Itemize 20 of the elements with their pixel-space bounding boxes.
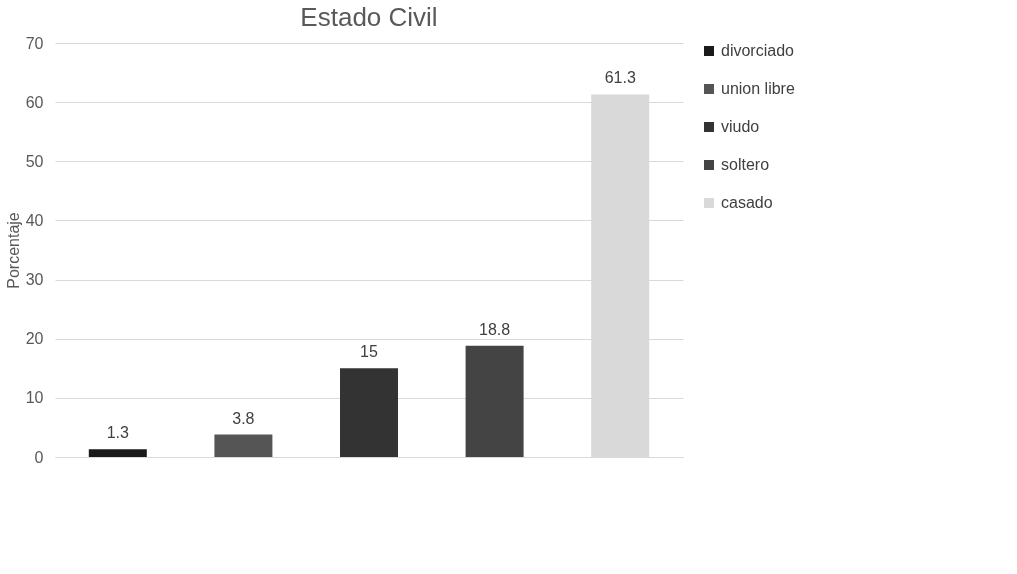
data-label: 61.3 <box>604 69 636 87</box>
data-label: 3.8 <box>232 409 255 427</box>
y-tick-label: 60 <box>25 93 44 111</box>
legend-label: union libre <box>721 80 795 97</box>
y-tick-label: 20 <box>25 330 44 348</box>
y-tick-label: 10 <box>25 389 44 407</box>
legend-label: viudo <box>721 118 760 135</box>
legend-label: soltero <box>721 156 770 173</box>
y-tick-label: 40 <box>25 211 44 229</box>
y-tick-label: 0 <box>34 448 44 466</box>
data-label: 18.8 <box>479 320 511 338</box>
y-axis-title: Porcentaje <box>4 212 22 289</box>
chart-title: Estado Civil <box>300 2 438 32</box>
data-label: 1.3 <box>106 424 130 442</box>
y-tick-label: 50 <box>25 152 44 170</box>
y-tick-label: 70 <box>25 34 44 52</box>
y-tick-label: 30 <box>25 271 44 289</box>
legend-label: casado <box>721 194 773 211</box>
data-label: 15 <box>360 343 378 361</box>
legend-label: divorciado <box>721 42 795 59</box>
